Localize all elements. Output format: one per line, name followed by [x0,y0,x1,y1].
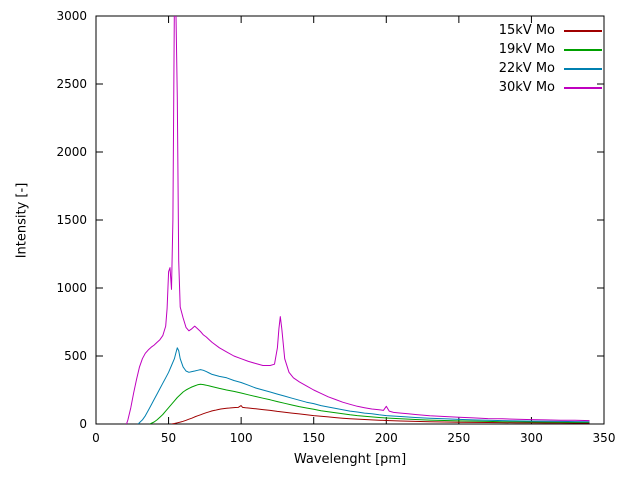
series-line-15kv-mo [171,405,590,424]
legend-line-sample [564,48,602,51]
y-tick-label: 500 [64,349,87,363]
legend-label: 22kV Mo [498,61,555,76]
y-tick-label: 2000 [56,145,87,159]
y-tick-label: 0 [79,417,87,431]
x-tick-label: 0 [92,431,100,445]
y-tick-label: 1000 [56,281,87,295]
legend-label: 15kV Mo [498,23,555,38]
x-tick-label: 150 [302,431,325,445]
legend-entry-30kv: 30kV Mo [499,81,602,94]
x-tick-label: 50 [161,431,176,445]
x-tick-label: 200 [375,431,398,445]
legend-line-sample [564,86,602,89]
legend-entry-19kv: 19kV Mo [499,43,602,56]
y-tick-label: 1500 [56,213,87,227]
x-tick-label: 300 [520,431,543,445]
y-tick-label: 3000 [56,9,87,23]
legend-label: 30kV Mo [498,80,555,95]
series-line-22kv-mo [137,347,590,424]
legend: 15kV Mo 19kV Mo 22kV Mo 30kV Mo [499,24,602,94]
series-line-30kv-mo [126,16,590,424]
legend-entry-15kv: 15kV Mo [499,24,602,37]
x-tick-label: 250 [447,431,470,445]
y-tick-label: 2500 [56,77,87,91]
legend-label: 19kV Mo [498,42,555,57]
legend-line-sample [564,29,602,32]
legend-entry-22kv: 22kV Mo [499,62,602,75]
x-tick-label: 100 [230,431,253,445]
series-line-19kv-mo [149,383,590,424]
y-axis-label: Intensity [-] [14,182,30,259]
legend-line-sample [564,67,602,70]
x-axis-label: Wavelenght [pm] [293,452,407,467]
x-tick-label: 350 [593,431,616,445]
